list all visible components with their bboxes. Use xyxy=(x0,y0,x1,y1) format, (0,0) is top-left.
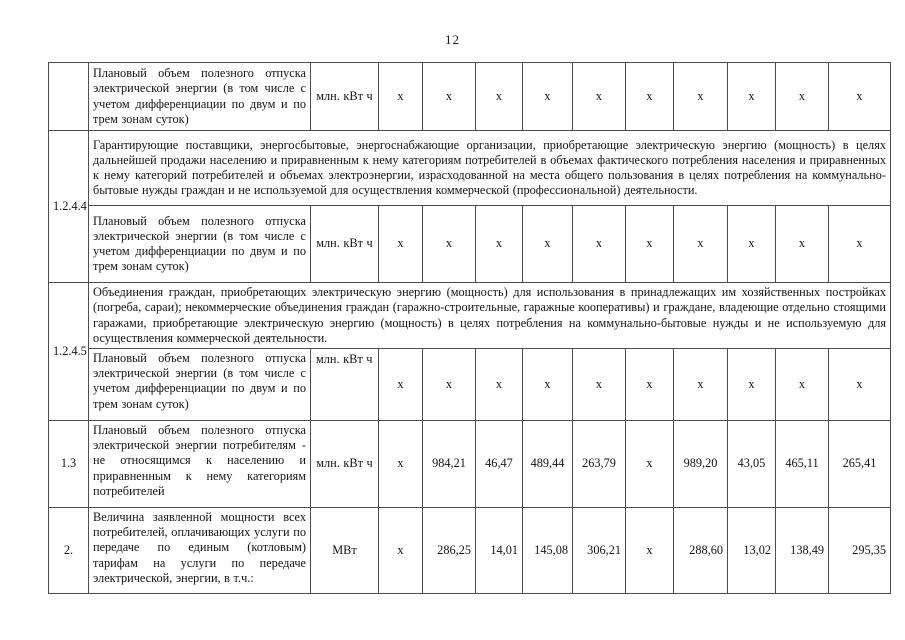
value-cell: x xyxy=(378,507,423,594)
unit-cell: МВт xyxy=(310,507,379,594)
value-cell: x xyxy=(727,348,776,421)
value-cell: 465,11 xyxy=(775,420,829,508)
description-cell: Плановый объем полезного отпуска электри… xyxy=(88,62,311,131)
table-row: 2. Величина заявленной мощности всех пот… xyxy=(48,507,891,594)
description-cell: Плановый объем полезного отпуска электри… xyxy=(88,420,311,508)
row-number-cell: 1.3 xyxy=(48,420,89,508)
value-cell: 14,01 xyxy=(475,507,523,594)
row-number-cell xyxy=(48,62,89,131)
value-cell: x xyxy=(475,348,523,421)
value-cell: 489,44 xyxy=(522,420,573,508)
unit-cell: млн. кВт ч xyxy=(310,62,379,131)
value-cell: x xyxy=(378,62,423,131)
value-cell: x xyxy=(673,62,728,131)
value-cell: x xyxy=(673,348,728,421)
value-cell: x xyxy=(378,348,423,421)
value-cell: 46,47 xyxy=(475,420,523,508)
value-cell: x xyxy=(378,420,423,508)
value-cell: 265,41 xyxy=(828,420,891,508)
unit-cell: млн. кВт ч xyxy=(310,420,379,508)
value-cell: x xyxy=(422,62,476,131)
value-cell: x xyxy=(572,348,626,421)
table-row: 1.2.4.5 Объединения граждан, приобретающ… xyxy=(48,282,891,421)
row-number-cell: 1.2.4.4 xyxy=(48,130,89,283)
table-row: Плановый объем полезного отпуска электри… xyxy=(49,205,891,283)
value-cell: x xyxy=(522,348,573,421)
value-cell: x xyxy=(625,205,674,283)
value-cell: x xyxy=(775,348,829,421)
value-cell: x xyxy=(378,205,423,283)
value-cell: 984,21 xyxy=(422,420,476,508)
value-cell: 138,49 xyxy=(775,507,829,594)
value-cell: 306,21 xyxy=(572,507,626,594)
value-cell: x xyxy=(625,507,674,594)
unit-cell: млн. кВт ч xyxy=(310,348,379,421)
table-row: 1.2.4.4 Гарантирующие поставщики, энерго… xyxy=(48,130,891,283)
tariff-table: Плановый объем полезного отпуска электри… xyxy=(48,62,891,594)
value-cell: x xyxy=(422,348,476,421)
value-cell: x xyxy=(727,62,776,131)
value-cell: 286,25 xyxy=(422,507,476,594)
value-cell: 145,08 xyxy=(522,507,573,594)
value-cell: x xyxy=(625,348,674,421)
value-cell: x xyxy=(828,348,891,421)
table-row: 1.3 Плановый объем полезного отпуска эле… xyxy=(48,420,891,508)
table-row: Плановый объем полезного отпуска электри… xyxy=(49,348,891,421)
row-number-cell: 1.2.4.5 xyxy=(48,282,89,421)
table-row: Плановый объем полезного отпуска электри… xyxy=(48,62,891,131)
value-cell: x xyxy=(572,62,626,131)
value-cell: 43,05 xyxy=(727,420,776,508)
description-cell: Плановый объем полезного отпуска электри… xyxy=(88,348,311,421)
unit-cell: млн. кВт ч xyxy=(310,205,379,283)
value-cell: 13,02 xyxy=(727,507,776,594)
description-cell: Плановый объем полезного отпуска электри… xyxy=(88,205,311,283)
value-cell: x xyxy=(522,62,573,131)
value-cell: x xyxy=(625,420,674,508)
description-cell: Величина заявленной мощности всех потреб… xyxy=(88,507,311,594)
value-cell: x xyxy=(775,62,829,131)
value-cell: 989,20 xyxy=(673,420,728,508)
value-cell: x xyxy=(775,205,829,283)
value-cell: 263,79 xyxy=(572,420,626,508)
row-number-cell: 2. xyxy=(48,507,89,594)
value-cell: x xyxy=(727,205,776,283)
section-text-cell: Объединения граждан, приобретающих элект… xyxy=(88,282,891,349)
section-text-cell: Гарантирующие поставщики, энергосбытовые… xyxy=(88,130,891,206)
value-cell: x xyxy=(673,205,728,283)
value-cell: x xyxy=(475,62,523,131)
page-number: 12 xyxy=(445,32,460,47)
value-cell: 295,35 xyxy=(828,507,891,594)
value-cell: x xyxy=(522,205,573,283)
value-cell: x xyxy=(572,205,626,283)
value-cell: 288,60 xyxy=(673,507,728,594)
value-cell: x xyxy=(475,205,523,283)
value-cell: x xyxy=(625,62,674,131)
value-cell: x xyxy=(828,62,891,131)
value-cell: x xyxy=(828,205,891,283)
value-cell: x xyxy=(422,205,476,283)
